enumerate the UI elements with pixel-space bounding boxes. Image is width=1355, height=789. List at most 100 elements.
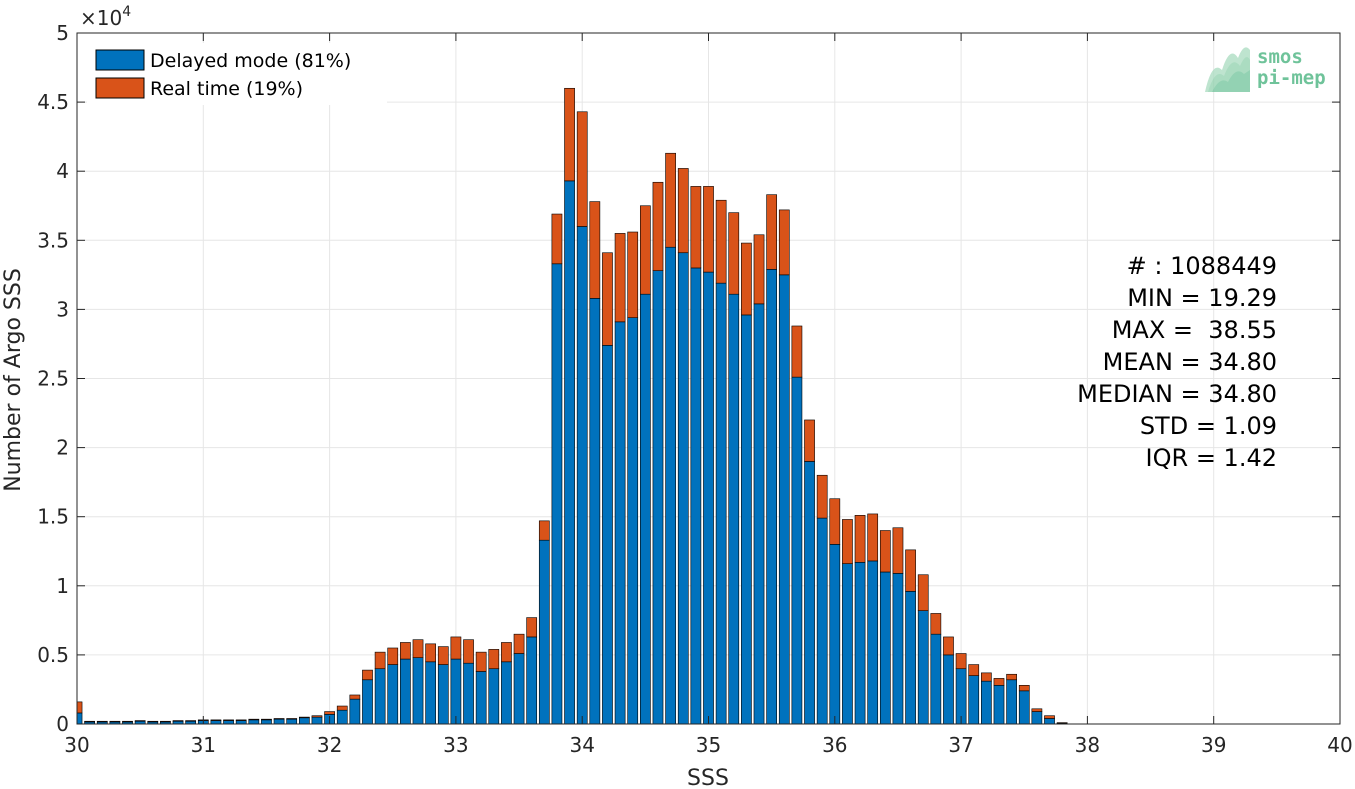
bar-realtime [576, 111, 588, 227]
legend: Delayed mode (81%) Real time (19%) [87, 43, 387, 105]
bar-realtime [879, 530, 891, 573]
bar-realtime [1044, 715, 1055, 719]
bar-realtime [728, 212, 740, 295]
bar-delayed [76, 712, 83, 725]
y-tick-label: 2.5 [37, 367, 69, 391]
bar-delayed [374, 668, 386, 725]
bar-delayed [1031, 711, 1043, 725]
bar-delayed [665, 246, 676, 725]
bar-delayed [501, 661, 512, 725]
bar-delayed [690, 267, 702, 725]
bar-realtime [349, 694, 361, 700]
legend-label-delayed: Delayed mode (81%) [150, 50, 351, 72]
x-tick-label: 30 [64, 733, 89, 757]
bar-delayed [450, 658, 462, 725]
bar-realtime [298, 716, 310, 719]
stat-std: STD = 1.09 [1140, 412, 1277, 440]
bar-realtime [362, 669, 373, 681]
bar-realtime [665, 152, 676, 248]
bar-delayed [968, 675, 980, 725]
y-tick-label: 0 [56, 712, 69, 736]
bar-realtime [96, 720, 108, 723]
bar-realtime [160, 720, 171, 723]
bar-delayed [981, 680, 992, 725]
bar-realtime [677, 168, 689, 254]
bar-realtime [955, 653, 967, 670]
y-axis-multiplier: ×104 [80, 4, 131, 30]
bar-realtime [791, 325, 803, 378]
bar-delayed [715, 282, 727, 725]
bar-delayed [437, 664, 449, 725]
y-tick-label: 3.5 [37, 228, 69, 252]
bar-realtime [273, 718, 285, 720]
x-axis-label: SSS [687, 766, 729, 789]
bar-realtime [210, 719, 222, 721]
y-tick-label: 1 [56, 574, 69, 598]
bar-realtime [387, 647, 399, 665]
bar-delayed [854, 562, 866, 725]
bar-delayed [387, 664, 399, 725]
y-tick-label: 4 [56, 159, 69, 183]
x-tick-label: 36 [822, 733, 847, 757]
bar-realtime [854, 515, 866, 563]
bar-delayed [576, 226, 588, 725]
bar-realtime [1006, 673, 1017, 681]
bar-realtime [475, 651, 487, 672]
bar-realtime [766, 194, 778, 270]
bar-delayed [930, 633, 942, 725]
bar-delayed [829, 544, 841, 725]
bar-realtime [589, 201, 601, 299]
x-tick-label: 31 [191, 733, 216, 757]
y-tick-label: 3 [56, 297, 69, 321]
bar-delayed [1018, 690, 1030, 725]
bar-delayed [223, 720, 234, 725]
bar-realtime [778, 209, 790, 276]
bar-delayed [336, 709, 348, 725]
bar-realtime [374, 651, 386, 670]
y-tick-label: 5 [56, 21, 69, 45]
bar-realtime [652, 181, 664, 272]
bar-realtime [1018, 685, 1030, 692]
y-axis-label: Number of Argo SSS [1, 268, 26, 492]
bar-delayed [564, 180, 575, 725]
bar-delayed [816, 517, 828, 725]
bar-realtime [235, 719, 247, 721]
bar-realtime [261, 718, 272, 721]
bar-delayed [892, 573, 904, 725]
x-tick-label: 39 [1201, 733, 1226, 757]
bar-realtime [501, 642, 512, 663]
bar-delayed [778, 274, 790, 725]
bar-delayed [614, 321, 626, 725]
bar-realtime [968, 664, 980, 676]
x-tick-label: 34 [569, 733, 594, 757]
bar-realtime [867, 513, 879, 562]
bar-realtime [1031, 708, 1043, 712]
bar-delayed [791, 376, 803, 725]
bar-delayed [526, 636, 538, 725]
smos-pimep-logo: smos pi-mep [1205, 46, 1326, 92]
logo-wave-icon [1205, 47, 1250, 92]
x-tick-label: 33 [443, 733, 468, 757]
bar-realtime [741, 242, 752, 316]
bar-delayed [589, 298, 601, 725]
bar-delayed [248, 719, 260, 725]
bar-realtime [185, 720, 197, 722]
logo-text-pimep: pi-mep [1257, 67, 1326, 89]
bar-delayed [261, 719, 272, 725]
bar-realtime [627, 231, 639, 318]
x-tick-label: 40 [1327, 733, 1352, 757]
bar-delayed [400, 658, 411, 725]
bar-delayed [842, 563, 853, 725]
bar-delayed [905, 591, 916, 725]
x-tick-label: 38 [1075, 733, 1100, 757]
bar-realtime [1056, 722, 1068, 724]
bar-realtime [122, 720, 133, 723]
bar-delayed [703, 271, 714, 725]
axis-ticks: 30 31 32 33 34 35 36 37 38 39 40 0 0.5 1 1.5 2 2.5 3 3.5 4 4… [37, 21, 1353, 757]
bar-realtime [526, 617, 538, 638]
bar-realtime [463, 639, 474, 664]
bar-delayed [602, 345, 613, 725]
bar-realtime [84, 720, 95, 723]
bar-realtime [311, 715, 323, 718]
stat-max: MAX = 38.55 [1112, 316, 1277, 344]
